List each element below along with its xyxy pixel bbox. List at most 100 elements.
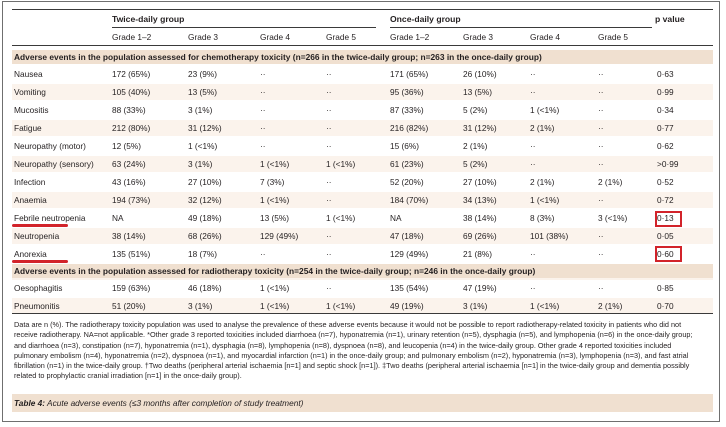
table-cell: 184 (70%) [390,195,429,205]
neutropenia-underline [12,224,68,227]
other-underline [12,260,68,263]
p-value-cell: 0·63 [657,69,674,79]
table-cell: NA [390,213,402,223]
grade-header-5: Grade 1–2 [390,32,430,42]
table-cell: ·· [598,141,604,151]
row-label: Anaemia [14,195,47,205]
table-cell: 38 (14%) [112,231,146,241]
table-cell: 27 (10%) [188,177,222,187]
table-cell: ·· [326,105,332,115]
row-label: Oesophagitis [14,283,63,293]
table-cell: 129 (49%) [260,231,299,241]
table-cell: ·· [598,283,604,293]
table-row: Neutropenia 38 (14%) 68 (26%) 129 (49%) ·· 47… [12,228,713,244]
table-cell: 7 (3%) [260,177,285,187]
p-value-cell: 0·62 [657,141,674,151]
table-cell: ·· [530,159,536,169]
p-value-cell: 0·85 [657,283,674,293]
table-cell: ·· [598,231,604,241]
table-cell: 2 (1%) [598,301,623,311]
table-row: Nausea 172 (65%) 23 (9%) ·· ·· 171 (65%) 26 (1… [12,66,713,82]
table-cell: 13 (5%) [260,213,290,223]
table-cell: 49 (18%) [188,213,222,223]
table-cell: 61 (23%) [390,159,424,169]
table-cell: 159 (63%) [112,283,151,293]
table-cell: 95 (36%) [390,87,424,97]
table-cell: ·· [260,87,266,97]
table-cell: 1 (<1%) [326,301,356,311]
table-cell: 212 (80%) [112,123,151,133]
twice-group-rule [112,27,376,28]
table-cell: ·· [530,87,536,97]
table-cell: ·· [326,231,332,241]
row-label: Neuropathy (motor) [14,141,86,151]
section1-band [12,50,713,64]
p-value-cell: 0·34 [657,105,674,115]
table-cell: 5 (2%) [463,105,488,115]
neutropenia-pvalue-box [655,211,682,227]
grade-header-7: Grade 4 [530,32,560,42]
row-label: Febrile neutropenia [14,213,86,223]
table-cell: ·· [326,195,332,205]
table-cell: 51 (20%) [112,301,146,311]
p-value-cell: 0·77 [657,123,674,133]
table-cell: 87 (33%) [390,105,424,115]
table-cell: 34 (13%) [463,195,497,205]
p-value-cell: 0·05 [657,231,674,241]
table-row: Oesophagitis 159 (63%) 46 (18%) 1 (<1%) ·· 13… [12,280,713,296]
table-cell: 2 (1%) [598,177,623,187]
table-cell: 129 (49%) [390,249,429,259]
table-cell: ·· [530,249,536,259]
table-cell: 135 (51%) [112,249,151,259]
table-row: Anaemia 194 (73%) 32 (12%) 1 (<1%) ·· 184 (70… [12,192,713,208]
table-cell: 31 (12%) [463,123,497,133]
table-cell: 1 (<1%) [326,159,356,169]
table-cell: 8 (3%) [530,213,555,223]
row-label: Pneumonitis [14,301,60,311]
table-cell: ·· [598,249,604,259]
row-label: Nausea [14,69,43,79]
table-cell: ·· [326,249,332,259]
table-cell: ·· [260,141,266,151]
row-label: Neuropathy (sensory) [14,159,94,169]
table-cell: NA [112,213,124,223]
table-cell: 1 (<1%) [530,195,560,205]
table-cell: 63 (24%) [112,159,146,169]
table-cell: 172 (65%) [112,69,151,79]
p-value-cell: 0·60 [657,249,674,259]
table-cell: 13 (5%) [188,87,218,97]
table-cell: 47 (19%) [463,283,497,293]
table-cell: 2 (1%) [530,123,555,133]
table-cell: 88 (33%) [112,105,146,115]
table-cell: ·· [598,87,604,97]
table-cell: 49 (19%) [390,301,424,311]
footnote-line: and diarrhoea (n=3), constipation (n=7),… [14,340,672,350]
top-rule [12,9,713,10]
twice-daily-group-header: Twice-daily group [112,14,185,24]
table-row: Febrile neutropenia NA 49 (18%) 13 (5%) 1 (<… [12,210,713,226]
table-cell: 101 (38%) [530,231,569,241]
row-label: Mucositis [14,105,49,115]
row-label: Anorexia [14,249,47,259]
table-cell: 18 (7%) [188,249,218,259]
grade-header-2: Grade 3 [188,32,218,42]
table-cell: ·· [260,249,266,259]
table-cell: 3 (1%) [188,159,213,169]
table-cell: 15 (6%) [390,141,420,151]
table-cell: ·· [260,105,266,115]
caption-label: Table 4: [14,398,46,408]
table-cell: ·· [326,123,332,133]
grade-header-3: Grade 4 [260,32,290,42]
other-pvalue-box [655,246,682,262]
table-cell: 194 (73%) [112,195,151,205]
table-bottom-rule [12,313,713,314]
table-cell: 105 (40%) [112,87,151,97]
table-cell: 47 (18%) [390,231,424,241]
table-cell: 5 (2%) [463,159,488,169]
row-label: Fatigue [14,123,42,133]
grade-header-8: Grade 5 [598,32,628,42]
table-cell: ·· [326,283,332,293]
table-cell: 3 (1%) [463,301,488,311]
p-value-cell: 0·70 [657,301,674,311]
p-value-cell: 0·52 [657,177,674,187]
